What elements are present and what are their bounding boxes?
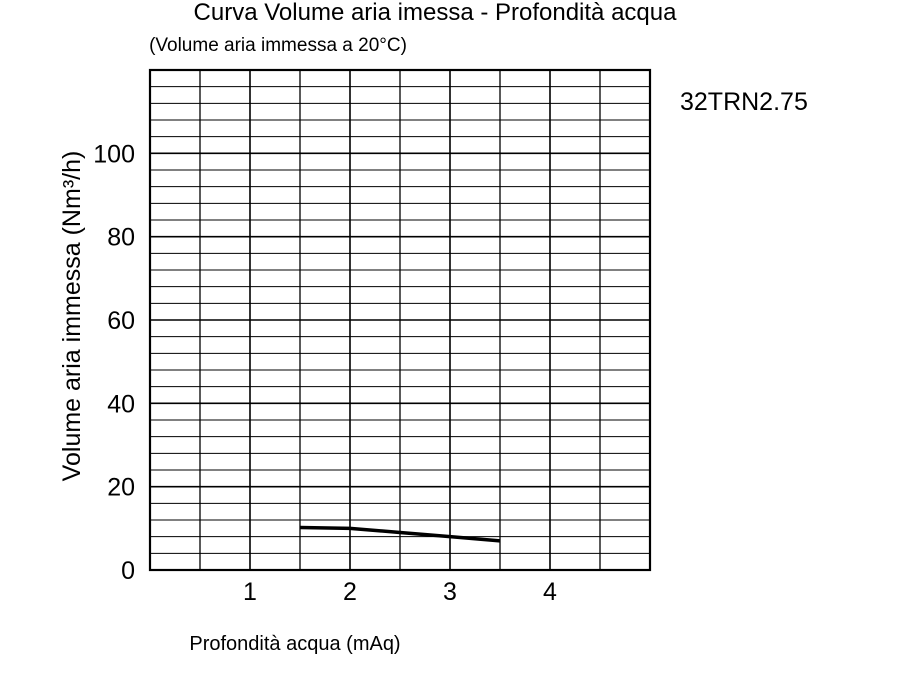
model-label: 32TRN2.75 [680, 88, 808, 116]
plot-frame [148, 68, 652, 572]
y-tick-label: 20 [107, 474, 135, 502]
series-line [299, 525, 501, 543]
y-tick-label: 80 [107, 224, 135, 252]
x-tick-labels: 1 2 3 4 [243, 578, 557, 606]
y-tick-label: 40 [107, 390, 135, 418]
x-axis-label: Profondità acqua (mAq) [189, 633, 400, 655]
chart-title: Curva Volume aria imessa - Profondità ac… [194, 0, 678, 26]
y-tick-label: 100 [93, 140, 135, 168]
grid [150, 70, 650, 570]
x-tick-label: 1 [243, 578, 257, 606]
y-tick-label: 0 [121, 557, 135, 585]
x-tick-label: 3 [443, 578, 457, 606]
x-tick-label: 4 [543, 578, 557, 606]
series-layer [299, 525, 501, 543]
plot-border [148, 68, 652, 572]
y-axis-label: Volume aria immessa (Nm³/h) [58, 151, 86, 482]
y-tick-label: 60 [107, 307, 135, 335]
x-tick-label: 2 [343, 578, 357, 606]
chart-subtitle: (Volume aria immessa a 20°C) [149, 35, 407, 56]
y-tick-labels: 0 20 40 60 80 100 [93, 140, 135, 585]
